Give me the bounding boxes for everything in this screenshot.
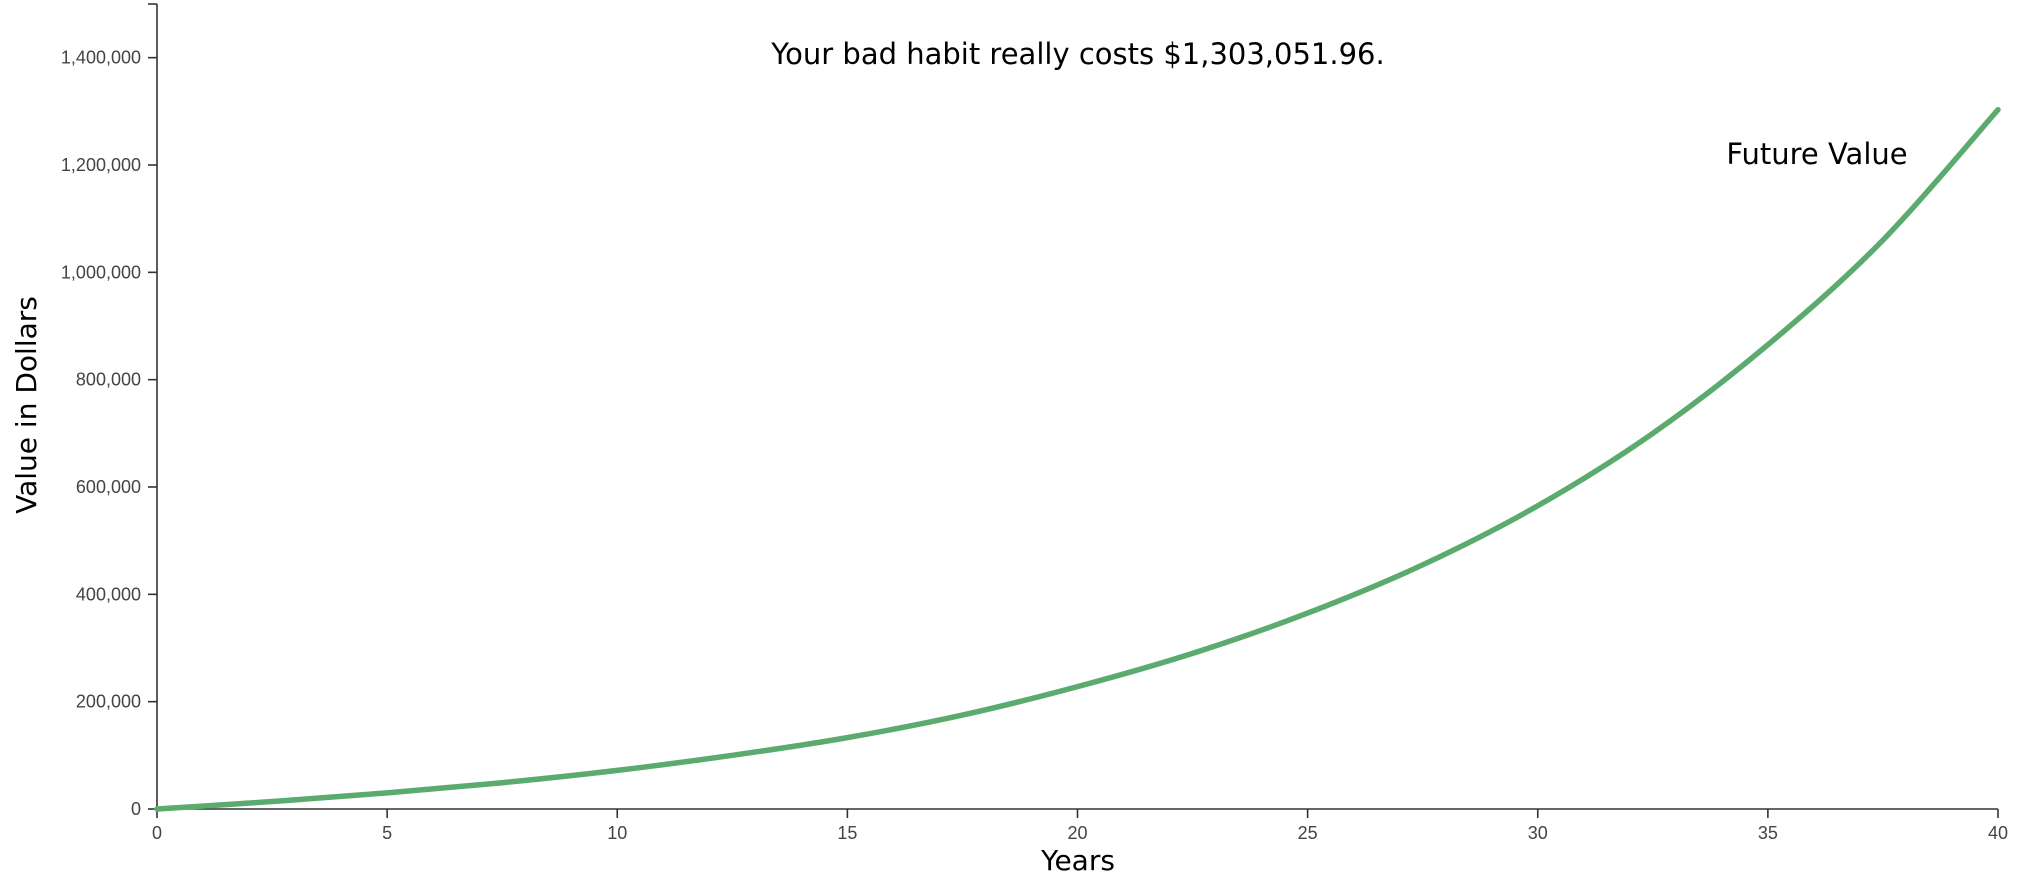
axes-layer: 0 5 10 15 20 25 30 35 40 0 200,000 400,000 600,000 8… <box>61 3 2008 843</box>
x-tick-label: 30 <box>1528 823 1548 843</box>
y-ticks: 0 200,000 400,000 600,000 800,000 1,000,000 1,… <box>61 3 157 819</box>
x-tick-label: 15 <box>837 823 857 843</box>
y-tick-label: 0 <box>131 799 141 819</box>
series-line-future-value <box>154 106 2001 812</box>
y-tick-label: 1,000,000 <box>61 262 141 282</box>
y-tick-label: 200,000 <box>76 692 141 712</box>
series-layer <box>154 106 2001 812</box>
chart-title: Your bad habit really costs $1,303,051.9… <box>770 37 1384 71</box>
x-tick-label: 20 <box>1067 823 1087 843</box>
x-ticks: 0 5 10 15 20 25 30 35 40 <box>152 809 2008 843</box>
x-tick-label: 35 <box>1758 823 1778 843</box>
x-tick-label: 40 <box>1988 823 2008 843</box>
x-axis-title: Years <box>1040 844 1115 877</box>
y-tick-label: 1,200,000 <box>61 155 141 175</box>
series-label-future-value: Future Value <box>1726 137 1907 171</box>
x-tick-label: 0 <box>152 823 162 843</box>
y-tick-label: 800,000 <box>76 370 141 390</box>
y-tick-label: 1,400,000 <box>61 48 141 68</box>
y-tick-label: 600,000 <box>76 477 141 497</box>
x-tick-label: 10 <box>607 823 627 843</box>
y-axis-title: Value in Dollars <box>10 296 43 514</box>
y-tick-label: 400,000 <box>76 584 141 604</box>
x-tick-label: 5 <box>382 823 392 843</box>
x-tick-label: 25 <box>1298 823 1318 843</box>
